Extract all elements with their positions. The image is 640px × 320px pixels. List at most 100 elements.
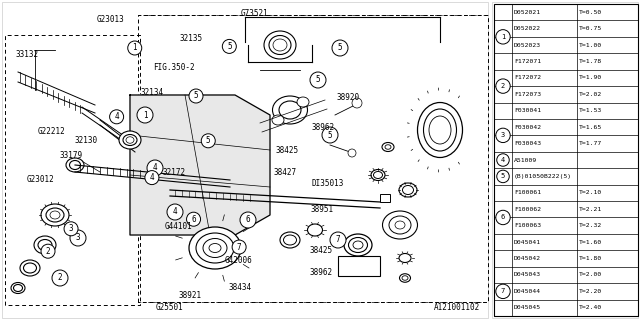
Circle shape xyxy=(310,72,326,88)
Circle shape xyxy=(167,204,183,220)
Circle shape xyxy=(352,98,362,108)
Text: G23013: G23013 xyxy=(97,15,124,24)
Text: 1: 1 xyxy=(143,110,147,119)
Circle shape xyxy=(109,110,124,124)
Circle shape xyxy=(240,212,256,228)
Ellipse shape xyxy=(34,236,56,254)
Text: F100062: F100062 xyxy=(514,207,541,212)
Text: 38425: 38425 xyxy=(310,246,333,255)
Circle shape xyxy=(137,107,153,123)
Circle shape xyxy=(330,232,346,248)
Text: T=0.75: T=0.75 xyxy=(579,26,602,31)
Bar xyxy=(492,2,638,318)
Text: F100063: F100063 xyxy=(514,223,541,228)
Ellipse shape xyxy=(269,36,291,54)
Text: 5: 5 xyxy=(206,136,211,145)
Text: 38962: 38962 xyxy=(312,124,335,132)
Text: 38427: 38427 xyxy=(274,168,297,177)
Circle shape xyxy=(496,284,510,299)
Text: D045045: D045045 xyxy=(514,305,541,310)
Text: D045043: D045043 xyxy=(514,272,541,277)
Circle shape xyxy=(222,39,236,53)
Text: 5: 5 xyxy=(501,173,505,180)
Text: D045042: D045042 xyxy=(514,256,541,261)
Ellipse shape xyxy=(349,237,367,252)
Text: G44101: G44101 xyxy=(165,222,193,231)
Text: F172071: F172071 xyxy=(514,59,541,64)
Text: D052022: D052022 xyxy=(514,26,541,31)
Text: 6: 6 xyxy=(246,215,250,225)
Text: F172072: F172072 xyxy=(514,76,541,80)
Ellipse shape xyxy=(382,142,394,151)
Ellipse shape xyxy=(24,263,36,273)
Text: A121001102: A121001102 xyxy=(434,303,480,312)
Ellipse shape xyxy=(66,158,84,172)
Ellipse shape xyxy=(11,283,25,293)
Text: F030043: F030043 xyxy=(514,141,541,146)
Circle shape xyxy=(332,40,348,56)
Circle shape xyxy=(52,270,68,286)
Text: T=2.21: T=2.21 xyxy=(579,207,602,212)
Text: D052021: D052021 xyxy=(514,10,541,15)
Circle shape xyxy=(497,170,509,183)
Ellipse shape xyxy=(424,109,456,151)
Circle shape xyxy=(186,212,200,226)
Circle shape xyxy=(201,134,215,148)
Text: F030042: F030042 xyxy=(514,125,541,130)
Ellipse shape xyxy=(284,235,296,245)
Text: 38434: 38434 xyxy=(228,284,252,292)
Circle shape xyxy=(128,41,141,55)
Text: 4: 4 xyxy=(501,157,505,163)
Ellipse shape xyxy=(399,253,411,262)
Ellipse shape xyxy=(402,276,408,280)
Text: 32172: 32172 xyxy=(163,168,186,177)
Text: 32134: 32134 xyxy=(140,88,163,97)
Text: 2: 2 xyxy=(45,247,51,256)
Bar xyxy=(2,2,488,318)
Text: 38921: 38921 xyxy=(179,291,202,300)
Bar xyxy=(380,194,390,202)
Circle shape xyxy=(496,79,510,93)
Text: FIG.350-2: FIG.350-2 xyxy=(153,63,195,72)
Text: 2: 2 xyxy=(58,274,62,283)
Text: 4: 4 xyxy=(173,207,177,217)
Text: 4: 4 xyxy=(150,173,154,182)
Text: DI35013: DI35013 xyxy=(311,180,344,188)
Circle shape xyxy=(496,128,510,143)
Text: 33179: 33179 xyxy=(60,151,83,160)
Text: T=1.60: T=1.60 xyxy=(579,240,602,244)
Text: T=1.53: T=1.53 xyxy=(579,108,602,113)
Text: 5: 5 xyxy=(227,42,232,51)
Text: 2: 2 xyxy=(501,83,505,89)
Ellipse shape xyxy=(403,186,413,195)
Text: T=0.50: T=0.50 xyxy=(579,10,602,15)
Ellipse shape xyxy=(389,216,411,234)
Text: T=1.90: T=1.90 xyxy=(579,76,602,80)
Ellipse shape xyxy=(395,221,405,229)
Text: 1: 1 xyxy=(132,44,137,52)
Ellipse shape xyxy=(399,274,410,282)
Circle shape xyxy=(497,154,509,166)
Text: T=2.32: T=2.32 xyxy=(579,223,602,228)
Text: 5: 5 xyxy=(316,76,320,84)
Ellipse shape xyxy=(307,224,323,236)
Text: G25501: G25501 xyxy=(155,303,183,312)
Ellipse shape xyxy=(70,161,81,170)
Text: T=2.10: T=2.10 xyxy=(579,190,602,195)
Text: T=2.20: T=2.20 xyxy=(579,289,602,294)
Text: 32130: 32130 xyxy=(74,136,97,145)
Circle shape xyxy=(147,160,163,176)
Text: T=1.65: T=1.65 xyxy=(579,125,602,130)
Polygon shape xyxy=(130,95,270,235)
Text: 6: 6 xyxy=(191,215,196,224)
Circle shape xyxy=(348,149,356,157)
Text: 5: 5 xyxy=(328,131,332,140)
Text: T=2.02: T=2.02 xyxy=(579,92,602,97)
Ellipse shape xyxy=(46,208,64,222)
Ellipse shape xyxy=(279,101,301,119)
Ellipse shape xyxy=(123,134,137,146)
Ellipse shape xyxy=(50,211,60,219)
Text: F030041: F030041 xyxy=(514,108,541,113)
Ellipse shape xyxy=(371,170,385,180)
Ellipse shape xyxy=(353,241,363,249)
